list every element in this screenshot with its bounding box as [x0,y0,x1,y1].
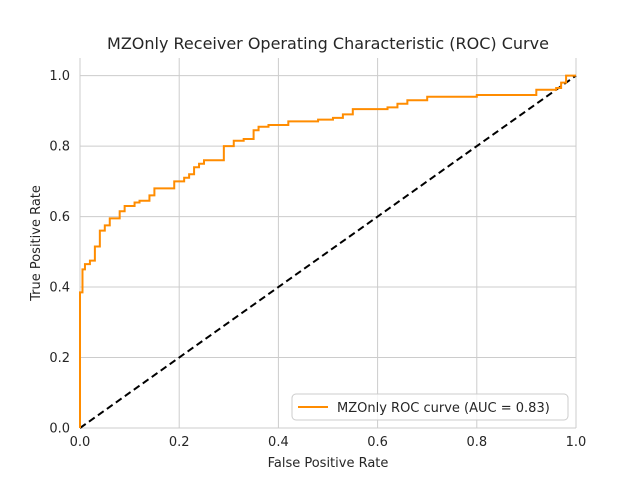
y-axis-label: True Positive Rate [29,185,44,302]
y-tick-label: 0.4 [49,281,70,296]
x-tick-label: 0.8 [466,435,487,450]
grid-lines [79,58,577,429]
legend-box [291,393,569,421]
plot-background [80,58,576,428]
x-tick-label: 0.4 [268,435,289,450]
y-tick-label: 0.8 [49,140,70,155]
y-tick-label: 0.6 [49,210,70,225]
y-tick-labels: 0.0 0.2 0.4 0.6 0.8 1.0 [49,69,70,436]
chart-title: MZOnly Receiver Operating Characteristic… [107,34,549,53]
y-tick-label: 0.2 [49,351,70,366]
x-tick-label: 0.2 [169,435,190,450]
x-tick-label: 0.6 [367,435,388,450]
x-tick-label: 1.0 [566,435,587,450]
y-tick-label: 1.0 [49,69,70,84]
plot-area [79,58,577,429]
x-tick-label: 0.0 [70,435,91,450]
x-axis-label: False Positive Rate [268,456,389,471]
chance-diagonal-line [79,74,577,429]
legend: MZOnly ROC curve (AUC = 0.83) [291,393,569,421]
x-tick-labels: 0.0 0.2 0.4 0.6 0.8 1.0 [70,435,587,450]
y-tick-label: 0.0 [49,422,70,437]
roc-curve-line [79,74,576,428]
legend-label: MZOnly ROC curve (AUC = 0.83) [337,401,550,416]
series-layer [79,74,577,429]
